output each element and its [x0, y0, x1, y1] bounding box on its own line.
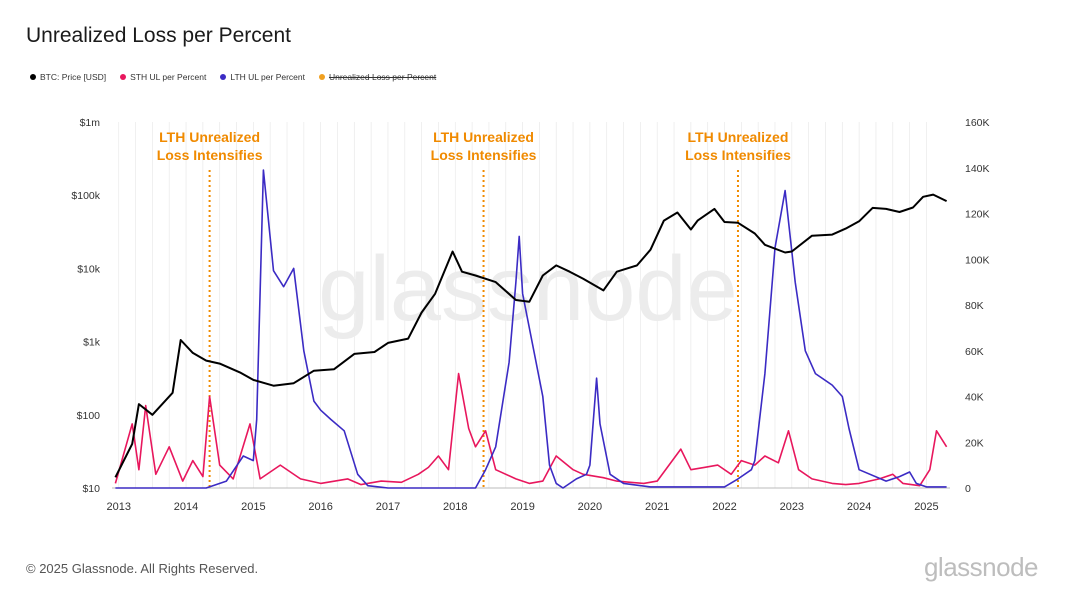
- y-right-tick-label: 140K: [965, 163, 990, 175]
- copyright-footer: © 2025 Glassnode. All Rights Reserved.: [26, 561, 259, 576]
- x-tick-label: 2013: [106, 501, 130, 513]
- legend-item-unrealized-loss[interactable]: Unrealized Loss per Percent: [318, 72, 437, 82]
- x-tick-label: 2015: [241, 501, 265, 513]
- y-left-axis: $10 $100 $1k $10k $100k $1m: [71, 117, 100, 495]
- series-lth-ul-line: [115, 169, 947, 489]
- grid-lines: [112, 122, 950, 489]
- annotation-label: LTH Unrealized: [433, 129, 534, 145]
- x-axis: 2013 2014 2015 2016 2017 2018 2019 2020 2021 2022…: [106, 501, 938, 513]
- annotation-label: LTH Unrealized: [159, 129, 260, 145]
- series-sth-ul-line: [114, 372, 948, 487]
- x-tick-label: 2018: [443, 501, 467, 513]
- x-tick-label: 2022: [712, 501, 736, 513]
- x-tick-label: 2023: [780, 501, 804, 513]
- y-right-tick-label: 60K: [965, 346, 984, 358]
- series-btc-price-line: [114, 193, 948, 478]
- x-tick-label: 2020: [578, 501, 602, 513]
- y-left-tick-label: $100: [77, 410, 101, 422]
- annotation-label: Loss Intensifies: [685, 147, 791, 163]
- y-right-tick-label: 160K: [965, 117, 990, 129]
- series-group: [114, 169, 948, 489]
- x-tick-label: 2019: [510, 501, 534, 513]
- x-tick-label: 2021: [645, 501, 669, 513]
- x-tick-label: 2017: [376, 501, 400, 513]
- brand-logo: glassnode: [923, 552, 1039, 582]
- legend-label: STH UL per Percent: [130, 72, 207, 82]
- y-right-tick-label: 0: [965, 483, 971, 495]
- chart-legend: BTC: Price [USD] STH UL per Percent LTH …: [30, 72, 436, 82]
- legend-dot-lth: [220, 74, 227, 80]
- legend-label: Unrealized Loss per Percent: [328, 72, 437, 82]
- y-right-tick-label: 100K: [965, 254, 990, 266]
- legend-item-price[interactable]: BTC: Price [USD]: [30, 72, 106, 82]
- annotation-label: LTH Unrealized: [688, 129, 789, 145]
- annotation-label: Loss Intensifies: [431, 147, 537, 163]
- y-left-tick-label: $1k: [83, 337, 101, 349]
- y-right-tick-label: 40K: [965, 392, 984, 404]
- legend-item-lth[interactable]: LTH UL per Percent: [220, 72, 305, 82]
- legend-label: BTC: Price [USD]: [40, 72, 107, 82]
- x-tick-label: 2025: [914, 501, 938, 513]
- x-tick-label: 2024: [847, 501, 871, 513]
- y-right-axis: 0 20K 40K 60K 80K 100K 120K 140K 160K: [965, 117, 990, 495]
- annotation-label: Loss Intensifies: [157, 147, 263, 163]
- y-left-tick-label: $100k: [71, 190, 100, 202]
- y-left-tick-label: $1m: [80, 117, 101, 129]
- y-left-tick-label: $10k: [77, 263, 101, 275]
- y-left-tick-label: $10: [82, 483, 100, 495]
- legend-label: LTH UL per Percent: [230, 72, 305, 82]
- legend-dot-unrealized-loss: [318, 74, 325, 80]
- y-right-tick-label: 80K: [965, 300, 984, 312]
- legend-item-sth[interactable]: STH UL per Percent: [120, 72, 206, 82]
- y-right-tick-label: 120K: [965, 209, 990, 221]
- x-tick-label: 2016: [308, 501, 332, 513]
- chart-title: Unrealized Loss per Percent: [26, 24, 291, 47]
- y-right-tick-label: 20K: [965, 437, 984, 449]
- x-tick-label: 2014: [174, 501, 198, 513]
- legend-dot-sth: [120, 74, 127, 80]
- legend-dot-price: [30, 74, 36, 80]
